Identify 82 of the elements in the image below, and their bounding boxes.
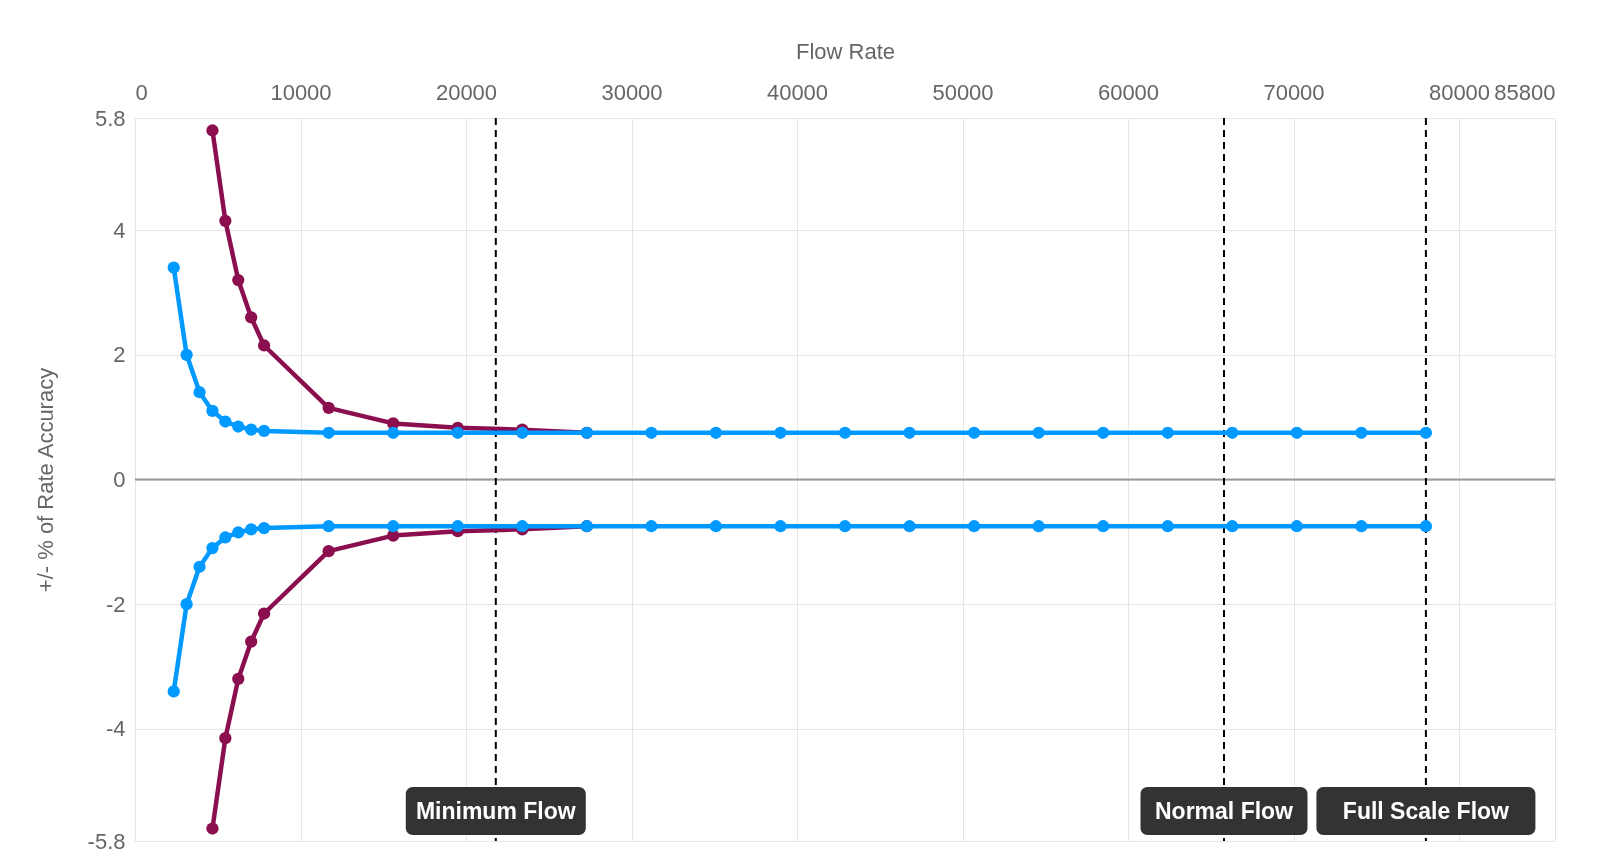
- point: [1032, 520, 1045, 533]
- point: [1355, 426, 1368, 439]
- point: [967, 520, 981, 533]
- point: [1419, 426, 1433, 439]
- x-tick-label: 40000: [766, 79, 829, 105]
- point: [709, 426, 723, 439]
- y-axis-title: +/- % of Rate Accuracy: [32, 367, 58, 593]
- point: [709, 520, 723, 533]
- point: [451, 520, 464, 533]
- point: [387, 520, 400, 533]
- y-tick-label: -2: [105, 591, 126, 617]
- point: [1032, 426, 1045, 439]
- x-tick-label: 85800: [1494, 79, 1556, 105]
- point: [193, 386, 206, 399]
- point: [322, 545, 335, 558]
- point: [1355, 520, 1368, 533]
- point: [245, 635, 258, 648]
- point: [1161, 426, 1174, 439]
- point: [257, 522, 271, 535]
- point: [1226, 426, 1239, 439]
- point: [838, 520, 852, 533]
- point: [967, 426, 981, 439]
- point: [232, 420, 245, 433]
- point: [219, 415, 232, 428]
- point: [232, 273, 245, 287]
- point: [257, 607, 271, 620]
- ref-line-label: Full Scale Flow: [1342, 798, 1510, 824]
- x-tick-label: 30000: [601, 79, 663, 105]
- x-axis-title: Flow Rate: [795, 38, 896, 64]
- x-tick-label: 50000: [932, 79, 994, 105]
- x-tick-label: 20000: [435, 79, 498, 105]
- point: [903, 426, 916, 439]
- y-tick-label: 2: [113, 342, 126, 368]
- point: [245, 311, 258, 324]
- point: [1097, 426, 1110, 439]
- ref-line-label: Minimum Flow: [415, 798, 576, 824]
- point: [774, 520, 787, 533]
- x-tick-label: 0: [135, 79, 148, 105]
- point: [180, 598, 193, 611]
- x-tick-label: 70000: [1263, 79, 1325, 105]
- y-tick-label: 5.8: [94, 105, 126, 131]
- point: [167, 261, 180, 274]
- x-tick-label: 60000: [1097, 79, 1160, 105]
- y-tick-label: -4: [105, 716, 126, 742]
- point: [322, 401, 335, 414]
- point: [180, 348, 193, 361]
- point: [645, 426, 658, 439]
- point: [232, 672, 245, 686]
- point: [257, 424, 271, 437]
- point: [838, 426, 852, 439]
- point: [1097, 520, 1110, 533]
- point: [232, 526, 245, 539]
- point: [1161, 520, 1174, 533]
- ref-line-label: Normal Flow: [1154, 798, 1294, 824]
- x-tick-label: 80000: [1428, 79, 1491, 105]
- point: [387, 426, 400, 439]
- point: [774, 426, 787, 439]
- point: [206, 822, 219, 835]
- point: [193, 560, 206, 573]
- point: [1290, 426, 1303, 439]
- point: [206, 404, 219, 418]
- point: [322, 426, 335, 439]
- y-tick-label: -5.8: [87, 828, 126, 854]
- y-tick-label: 4: [113, 217, 126, 243]
- point: [219, 214, 232, 227]
- point: [245, 423, 258, 436]
- point: [645, 520, 658, 533]
- point: [903, 520, 916, 533]
- point: [245, 523, 258, 536]
- point: [451, 426, 464, 439]
- point: [167, 685, 180, 698]
- y-tick-label: 0: [113, 467, 126, 492]
- point: [206, 124, 219, 137]
- point: [257, 339, 271, 352]
- point: [322, 520, 335, 533]
- x-tick-label: 10000: [270, 79, 332, 105]
- point: [1419, 520, 1433, 533]
- point: [1290, 520, 1303, 533]
- point: [219, 531, 232, 544]
- point: [206, 541, 219, 555]
- point: [1226, 520, 1239, 533]
- point: [219, 732, 232, 745]
